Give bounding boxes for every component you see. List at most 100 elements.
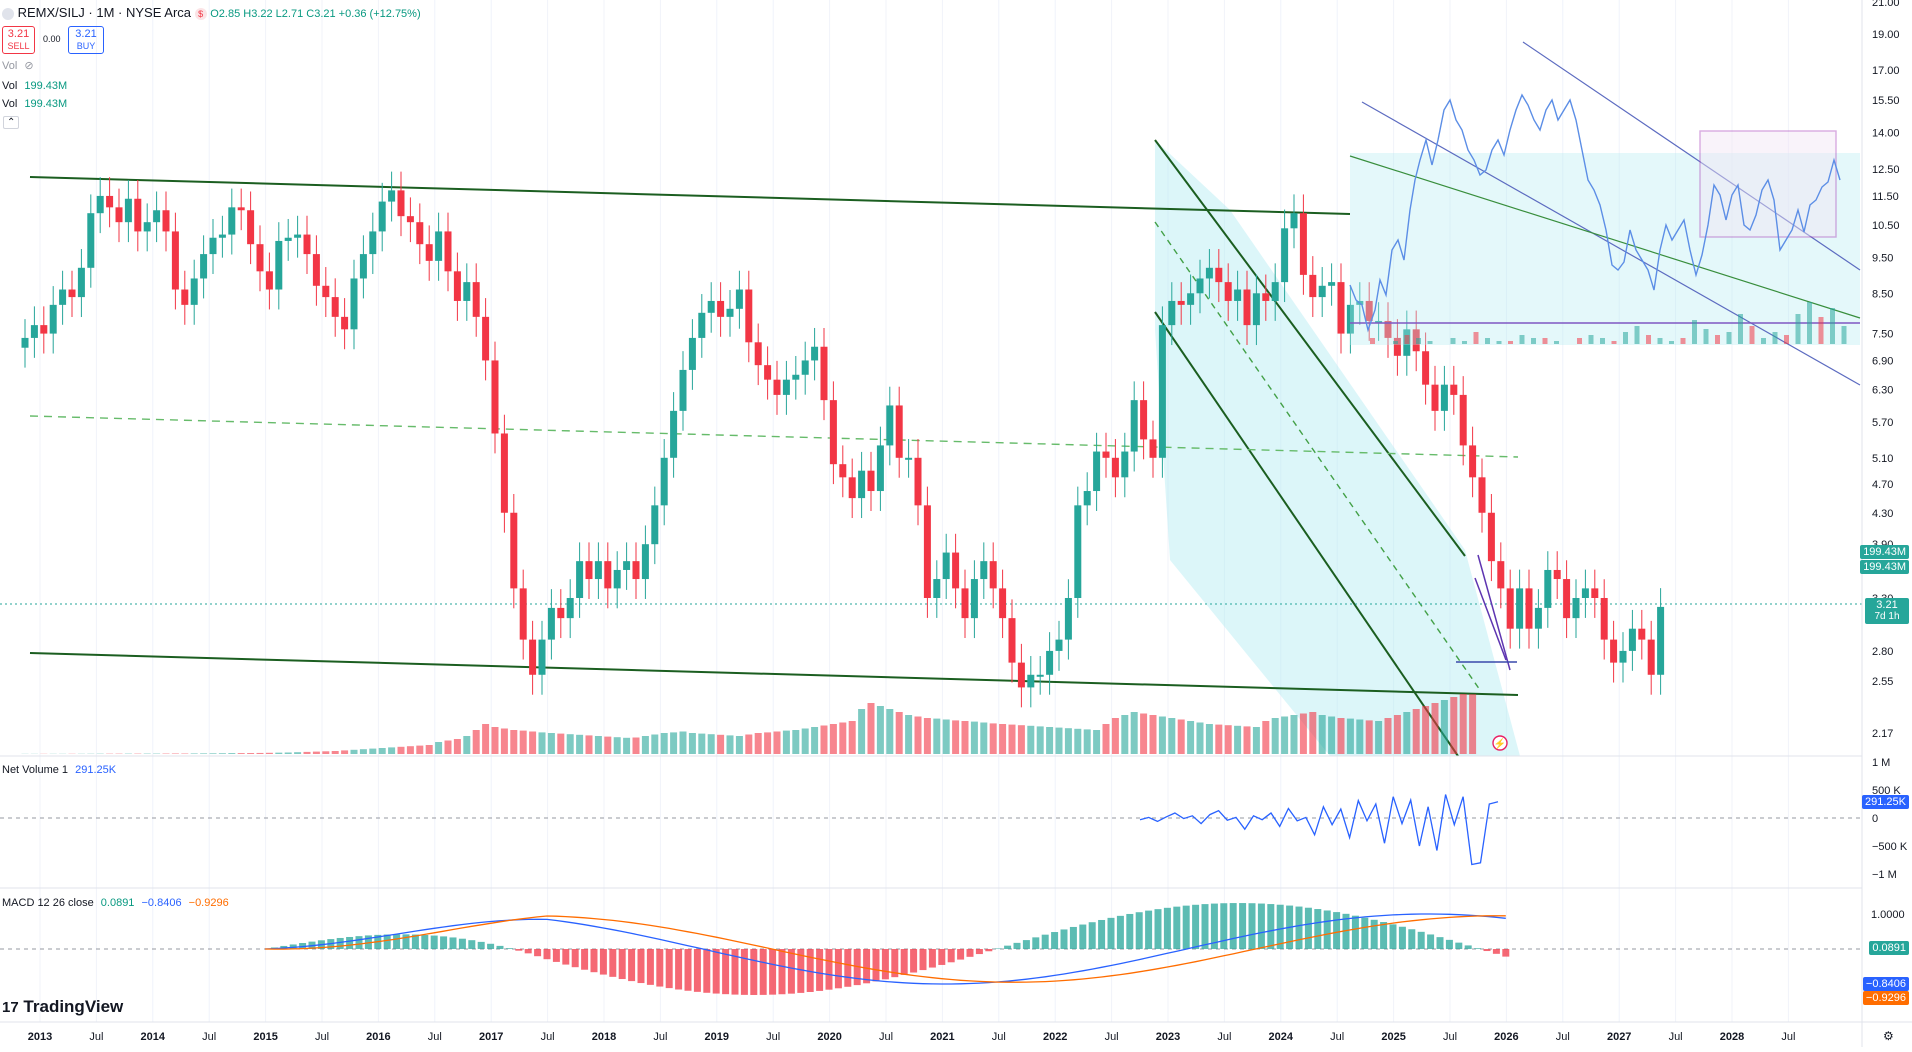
volume-bar-44 bbox=[435, 742, 442, 754]
candle-body-26 bbox=[266, 271, 273, 289]
inset-target-box bbox=[1700, 131, 1836, 237]
macd-hist-bar-33 bbox=[572, 949, 579, 967]
price-tick-7: 10.50 bbox=[1872, 220, 1900, 232]
volume-bar-84 bbox=[811, 727, 818, 754]
symbol-title[interactable]: REMX/SILJ · 1M · NYSE Arca bbox=[18, 5, 191, 20]
price-tick-6: 11.50 bbox=[1872, 191, 1899, 203]
candle-body-60 bbox=[586, 561, 593, 579]
volume-bar-151 bbox=[1441, 700, 1448, 754]
volume-bar-69 bbox=[670, 732, 677, 754]
macd-hist-bar-117 bbox=[1361, 918, 1368, 949]
candle-body-15 bbox=[163, 210, 170, 231]
macd-legend[interactable]: MACD 12 26 close 0.0891 −0.8406 −0.9296 bbox=[2, 897, 229, 909]
eye-off-icon[interactable]: ⊘ bbox=[24, 60, 33, 72]
volume-bar-105 bbox=[1009, 725, 1016, 754]
macd-hist-bar-103 bbox=[1230, 903, 1237, 949]
volume-bar-18 bbox=[191, 753, 198, 754]
volume-bar-77 bbox=[745, 735, 752, 755]
sell-price: 3.21 bbox=[3, 28, 34, 40]
candle-body-158 bbox=[1507, 588, 1514, 628]
volume-bar-83 bbox=[802, 729, 809, 755]
price-tick-15: 4.70 bbox=[1872, 479, 1893, 491]
netvol-legend[interactable]: Net Volume 1 291.25K bbox=[2, 764, 116, 776]
volume-bar-38 bbox=[379, 748, 386, 754]
inset-volume-bar-16 bbox=[1554, 341, 1559, 344]
macd-hist-bar-89 bbox=[1098, 920, 1105, 949]
volume-bar-20 bbox=[210, 753, 217, 754]
candle-body-33 bbox=[332, 297, 339, 317]
volume-bar-46 bbox=[454, 739, 461, 754]
volume-bar-112 bbox=[1074, 729, 1081, 754]
macd-hist-bar-107 bbox=[1267, 904, 1274, 949]
candle-body-138 bbox=[1319, 286, 1326, 297]
candle-body-9 bbox=[106, 196, 113, 207]
candle-body-149 bbox=[1422, 351, 1429, 384]
volume-bar-98 bbox=[943, 720, 950, 755]
price-tick-19: 2.80 bbox=[1872, 646, 1893, 658]
macd-hist-bar-55 bbox=[779, 949, 786, 994]
symbol-legend[interactable]: REMX/SILJ · 1M · NYSE Arca $ O2.85 H3.22… bbox=[2, 5, 421, 20]
candle-body-105 bbox=[1009, 618, 1016, 662]
settings-gear-icon[interactable]: ⚙ bbox=[1883, 1029, 1894, 1043]
volume-bar-149 bbox=[1422, 706, 1429, 754]
volume-bar-137 bbox=[1309, 712, 1316, 754]
candle-body-69 bbox=[670, 411, 677, 458]
candle-body-42 bbox=[416, 222, 423, 244]
candle-body-25 bbox=[257, 244, 264, 271]
inset-volume-bar-40 bbox=[1830, 308, 1835, 344]
sell-button[interactable]: 3.21 SELL bbox=[2, 26, 35, 54]
inset-volume-bar-25 bbox=[1658, 338, 1663, 344]
volume-bar-101 bbox=[971, 722, 978, 754]
volume-bar-26 bbox=[266, 753, 273, 754]
macd-hist-bar-62 bbox=[844, 949, 851, 987]
candle-body-107 bbox=[1027, 675, 1034, 688]
time-label-23: Jul bbox=[1330, 1031, 1344, 1043]
volume-bar-61 bbox=[595, 736, 602, 754]
time-label-19: Jul bbox=[1105, 1031, 1119, 1043]
macd-hist-bar-132 bbox=[1502, 949, 1509, 957]
netvol-tag: 291.25K bbox=[1862, 795, 1909, 809]
volume-bar-110 bbox=[1056, 728, 1063, 754]
macd-hist-bar-40 bbox=[638, 949, 645, 983]
volume-bar-67 bbox=[651, 735, 658, 755]
volume-bar-120 bbox=[1150, 715, 1157, 754]
collapse-legend-icon[interactable]: ⌃ bbox=[3, 116, 19, 129]
inset-volume-bar-15 bbox=[1543, 338, 1548, 344]
inset-volume-bar-4 bbox=[1416, 338, 1421, 344]
macd-hist-bar-23 bbox=[478, 942, 485, 949]
currency-icon[interactable]: $ bbox=[195, 8, 207, 20]
macd-hist-bar-24 bbox=[487, 944, 494, 949]
macd-hist-bar-21 bbox=[459, 939, 466, 949]
candle-body-98 bbox=[943, 553, 950, 579]
vol1-row[interactable]: Vol 199.43M bbox=[2, 80, 67, 92]
volume-bar-144 bbox=[1375, 721, 1382, 754]
candle-body-64 bbox=[623, 561, 630, 570]
candle-body-35 bbox=[351, 278, 358, 329]
ohlc-values: O2.85 H3.22 L2.71 C3.21 +0.36 (+12.75%) bbox=[210, 8, 420, 20]
time-label-21: Jul bbox=[1217, 1031, 1231, 1043]
tradingview-logo[interactable]: 17 TradingView bbox=[2, 997, 123, 1017]
macd-hist-bar-96 bbox=[1164, 908, 1171, 949]
vol2-row[interactable]: Vol 199.43M bbox=[2, 98, 67, 110]
volume-bar-133 bbox=[1272, 718, 1279, 754]
candle-body-73 bbox=[708, 301, 715, 313]
volume-bar-116 bbox=[1112, 718, 1119, 754]
candle-body-13 bbox=[144, 222, 151, 231]
volume-bar-39 bbox=[388, 747, 395, 754]
candle-body-160 bbox=[1526, 588, 1533, 628]
buy-button[interactable]: 3.21 BUY bbox=[68, 26, 104, 54]
volume-bar-103 bbox=[990, 723, 997, 754]
volume-bar-100 bbox=[962, 721, 969, 754]
macd-hist-tag: 0.0891 bbox=[1869, 941, 1909, 955]
candle-body-16 bbox=[172, 231, 179, 289]
candle-body-151 bbox=[1441, 385, 1448, 411]
inset-volume-bar-2 bbox=[1393, 341, 1398, 344]
vol-hidden-row[interactable]: Vol ⊘ bbox=[2, 59, 34, 72]
volume-bar-109 bbox=[1046, 727, 1053, 754]
candle-body-58 bbox=[567, 598, 574, 618]
volume-bar-50 bbox=[492, 727, 499, 754]
macd-hist-bar-85 bbox=[1061, 929, 1068, 949]
inset-volume-bar-20 bbox=[1600, 338, 1605, 344]
